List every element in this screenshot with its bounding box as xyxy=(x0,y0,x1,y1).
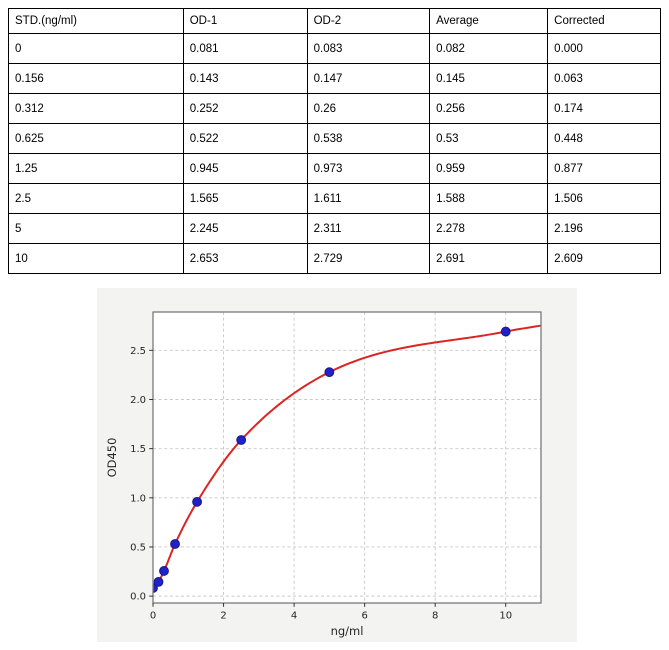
data-point xyxy=(500,326,511,337)
x-tick-label: 2 xyxy=(220,611,226,622)
data-point xyxy=(153,576,164,587)
table-cell: 2.653 xyxy=(182,243,308,274)
x-tick-label: 8 xyxy=(432,611,438,622)
table-header-row: STD.(ng/ml) OD-1 OD-2 Average Corrected xyxy=(8,8,661,34)
plot-background xyxy=(153,312,541,603)
y-tick-label: 0.5 xyxy=(130,542,146,553)
x-axis-label: ng/ml xyxy=(331,624,364,638)
table-cell: 0.081 xyxy=(182,33,308,64)
table-cell: 0.973 xyxy=(306,153,431,184)
table-row: 10 2.653 2.729 2.691 2.609 xyxy=(8,243,661,274)
table-row: 0.625 0.522 0.538 0.53 0.448 xyxy=(8,123,661,154)
x-tick-label: 4 xyxy=(291,611,297,622)
table-row: 2.5 1.565 1.611 1.588 1.506 xyxy=(8,183,661,214)
table-cell: 1.25 xyxy=(8,153,184,184)
plot-border xyxy=(152,311,542,604)
table-cell: 0.252 xyxy=(182,93,308,124)
table-cell: 0.083 xyxy=(306,33,431,64)
table-row: 0.312 0.252 0.26 0.256 0.174 xyxy=(8,93,661,124)
table-cell: 0.143 xyxy=(182,63,308,94)
x-tick-label: 0 xyxy=(150,611,156,622)
standard-curve-figure: 0 2 4 6 8 10 0.0 0.5 1.0 1.5 2.0 2.5 ng/ml OD450 xyxy=(97,288,577,642)
table-cell: 1.506 xyxy=(547,183,661,214)
table-cell: 0.000 xyxy=(547,33,661,64)
table-cell: 0.625 xyxy=(8,123,184,154)
y-tick-label: 2.0 xyxy=(130,395,146,406)
data-point xyxy=(170,539,180,549)
table-cell: 0.53 xyxy=(429,123,549,154)
column-header: Average xyxy=(429,8,549,34)
standards-table: STD.(ng/ml) OD-1 OD-2 Average Corrected 0 0.0… xyxy=(8,8,661,274)
table-cell: 1.588 xyxy=(429,183,549,214)
table-cell: 0 xyxy=(8,33,184,64)
data-point xyxy=(324,367,335,378)
table-row: 0.156 0.143 0.147 0.145 0.063 xyxy=(8,63,661,94)
table-cell: 10 xyxy=(8,243,184,274)
table-cell: 2.278 xyxy=(429,213,549,244)
y-tick-label: 2.5 xyxy=(130,346,146,357)
column-header: OD-2 xyxy=(306,8,431,34)
table-cell: 2.245 xyxy=(182,213,308,244)
y-tick-label: 1.0 xyxy=(130,493,146,504)
standard-curve-chart: 0 2 4 6 8 10 0.0 0.5 1.0 1.5 2.0 2.5 ng/ml OD450 xyxy=(97,288,577,642)
table-cell: 0.522 xyxy=(182,123,308,154)
table-cell: 5 xyxy=(8,213,184,244)
table-cell: 2.729 xyxy=(306,243,431,274)
table-cell: 2.5 xyxy=(8,183,184,214)
table-cell: 0.959 xyxy=(429,153,549,184)
x-tick-label: 10 xyxy=(499,611,512,622)
table-cell: 2.691 xyxy=(429,243,549,274)
table-cell: 2.609 xyxy=(547,243,661,274)
table-cell: 0.877 xyxy=(547,153,661,184)
table-cell: 1.565 xyxy=(182,183,308,214)
table-cell: 0.538 xyxy=(306,123,431,154)
table-cell: 0.448 xyxy=(547,123,661,154)
column-header: Corrected xyxy=(547,8,661,34)
table-cell: 0.26 xyxy=(306,93,431,124)
data-point xyxy=(192,496,202,507)
table-row: 0 0.081 0.083 0.082 0.000 xyxy=(8,33,661,64)
table-row: 1.25 0.945 0.973 0.959 0.877 xyxy=(8,153,661,184)
data-point xyxy=(236,435,247,445)
table-cell: 0.082 xyxy=(429,33,549,64)
y-axis-label: OD450 xyxy=(105,438,119,478)
data-point xyxy=(159,566,169,576)
column-header: STD.(ng/ml) xyxy=(8,8,184,34)
table-cell: 0.156 xyxy=(8,63,184,94)
table-cell: 2.196 xyxy=(547,213,661,244)
y-tick-label: 1.5 xyxy=(130,444,146,455)
table-cell: 2.311 xyxy=(306,213,431,244)
table-cell: 0.256 xyxy=(429,93,549,124)
x-tick-label: 6 xyxy=(361,611,367,622)
table-cell: 1.611 xyxy=(306,183,431,214)
table-cell: 0.145 xyxy=(429,63,549,94)
table-row: 5 2.245 2.311 2.278 2.196 xyxy=(8,213,661,244)
table-cell: 0.063 xyxy=(547,63,661,94)
y-tick-label: 0.0 xyxy=(130,592,146,603)
column-header: OD-1 xyxy=(182,8,308,34)
table-cell: 0.312 xyxy=(8,93,184,124)
table-cell: 0.945 xyxy=(182,153,308,184)
table-cell: 0.147 xyxy=(306,63,431,94)
table-cell: 0.174 xyxy=(547,93,661,124)
